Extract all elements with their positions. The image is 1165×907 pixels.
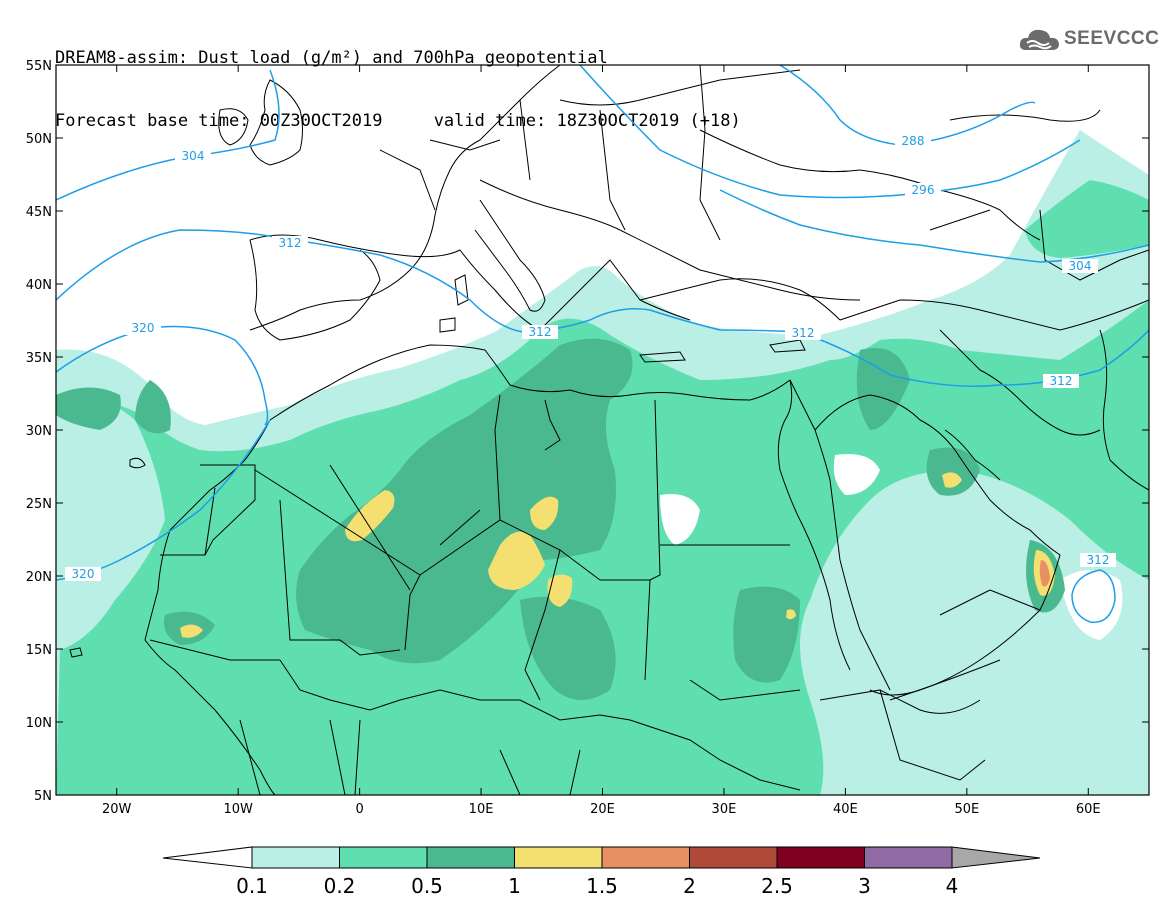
colorbar-label: 0.1 — [236, 874, 268, 898]
lon-tick-label: 30E — [712, 802, 737, 817]
colorbar-label: 3 — [858, 874, 871, 898]
dust-level-0-5 — [926, 447, 980, 496]
dust-level-1 — [345, 490, 395, 542]
contour-labels: 304 312 320 288 296 304 312 312 312 320 … — [65, 134, 1116, 581]
contour-label: 296 — [912, 183, 935, 197]
latitude-axis: 55N 50N 45N 40N 35N 30N 25N 20N 15N 10N 5N — [26, 59, 1149, 804]
colorbar-box — [601, 846, 690, 869]
contour-label: 312 — [792, 326, 815, 340]
lon-tick-label: 0 — [355, 802, 363, 817]
dust-level-1 — [488, 531, 545, 590]
dust-level-1 — [942, 472, 962, 488]
dust-field — [56, 130, 1149, 795]
contour-label: 320 — [132, 321, 155, 335]
colorbar-over-arrow — [951, 846, 1041, 869]
dust-level-0-5 — [56, 387, 121, 430]
chart-title: DREAM8-assim: Dust load (g/m²) and 700hP… — [55, 6, 741, 153]
lon-tick-label: 20W — [102, 802, 132, 817]
lat-tick-label: 15N — [26, 643, 52, 658]
dust-level-0-5 — [733, 586, 800, 683]
lon-tick-label: 10E — [469, 802, 494, 817]
dust-level-1 — [180, 624, 203, 638]
lat-tick-label: 35N — [26, 351, 52, 366]
contour-label: 312 — [1050, 374, 1073, 388]
lat-tick-label: 30N — [26, 424, 52, 439]
colorbar-label: 2 — [683, 874, 696, 898]
colorbar-label: 1.5 — [586, 874, 618, 898]
title-line-1: DREAM8-assim: Dust load (g/m²) and 700hP… — [55, 48, 608, 68]
colorbar-box — [776, 846, 865, 869]
colorbar-box — [251, 846, 340, 869]
colorbar-box — [689, 846, 778, 869]
dust-level-1-5 — [1039, 560, 1050, 587]
colorbar: 0.1 0.2 0.5 1 1.5 2 2.5 3 4 — [162, 846, 1041, 898]
title-line-2: Forecast base time: 00Z30OCT2019 valid t… — [55, 111, 741, 131]
cloud-icon — [1019, 29, 1059, 50]
dust-level-0-5 — [856, 348, 910, 430]
lon-tick-label: 50E — [954, 802, 979, 817]
contour-label: 320 — [72, 567, 95, 581]
dust-level-0-5 — [296, 338, 633, 664]
colorbar-box — [339, 846, 428, 869]
lat-tick-label: 45N — [26, 205, 52, 220]
lon-tick-label: 40E — [833, 802, 858, 817]
lat-tick-label: 10N — [26, 716, 52, 731]
contour-label: 312 — [529, 325, 552, 339]
lon-tick-label: 10W — [223, 802, 253, 817]
colorbar-label: 4 — [946, 874, 959, 898]
coastlines-borders — [69, 65, 1149, 795]
contour-label: 312 — [1087, 553, 1110, 567]
contour-label: 312 — [279, 236, 302, 250]
lon-tick-label: 60E — [1076, 802, 1101, 817]
dust-level-1 — [786, 609, 796, 620]
colorbar-under-arrow — [162, 846, 253, 869]
lat-tick-label: 25N — [26, 497, 52, 512]
lon-tick-label: 20E — [590, 802, 615, 817]
logo-text: SEEVCCC — [1064, 28, 1160, 49]
lat-tick-label: 40N — [26, 278, 52, 293]
lat-tick-label: 20N — [26, 570, 52, 585]
lat-tick-label: 55N — [26, 59, 52, 74]
colorbar-label: 0.2 — [324, 874, 356, 898]
lat-tick-label: 5N — [34, 789, 52, 804]
colorbar-box — [864, 846, 953, 869]
lat-tick-label: 50N — [26, 132, 52, 147]
dust-level-1 — [530, 496, 559, 530]
colorbar-box — [426, 846, 515, 869]
contour-label: 304 — [182, 149, 205, 163]
colorbar-label: 0.5 — [411, 874, 443, 898]
colorbar-label: 2.5 — [761, 874, 793, 898]
dust-level-0-2 — [1025, 180, 1149, 258]
dust-level-0-5 — [135, 380, 171, 434]
dust-level-1 — [547, 574, 573, 607]
colorbar-label: 1 — [508, 874, 521, 898]
dust-level-0-5 — [520, 596, 616, 700]
colorbar-box — [514, 846, 603, 869]
contour-label: 304 — [1069, 259, 1092, 273]
longitude-axis: 20W 10W 0 10E 20E 30E 40E 50E 60E — [102, 65, 1101, 817]
contour-label: 288 — [902, 134, 925, 148]
seevccc-logo: SEEVCCC — [1018, 24, 1159, 54]
